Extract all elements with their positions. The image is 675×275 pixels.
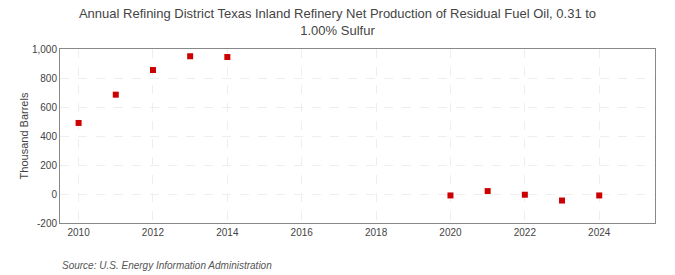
svg-text:2022: 2022 <box>514 227 537 238</box>
svg-text:200: 200 <box>40 160 57 171</box>
svg-text:1,000: 1,000 <box>32 44 57 55</box>
svg-text:-200: -200 <box>37 218 57 229</box>
svg-text:0: 0 <box>51 189 57 200</box>
svg-text:Annual Refining District Texas: Annual Refining District Texas Inland Re… <box>79 6 596 38</box>
svg-text:Thousand Barrels: Thousand Barrels <box>18 92 30 179</box>
svg-text:2010: 2010 <box>67 227 90 238</box>
svg-text:Source: U.S. Energy Informatio: Source: U.S. Energy Information Administ… <box>62 260 272 271</box>
svg-text:800: 800 <box>40 73 57 84</box>
svg-text:2024: 2024 <box>588 227 611 238</box>
svg-text:2014: 2014 <box>216 227 239 238</box>
svg-text:600: 600 <box>40 102 57 113</box>
svg-text:2020: 2020 <box>439 227 462 238</box>
svg-text:2016: 2016 <box>291 227 314 238</box>
svg-text:2012: 2012 <box>142 227 165 238</box>
svg-text:400: 400 <box>40 131 57 142</box>
svg-text:2018: 2018 <box>365 227 388 238</box>
